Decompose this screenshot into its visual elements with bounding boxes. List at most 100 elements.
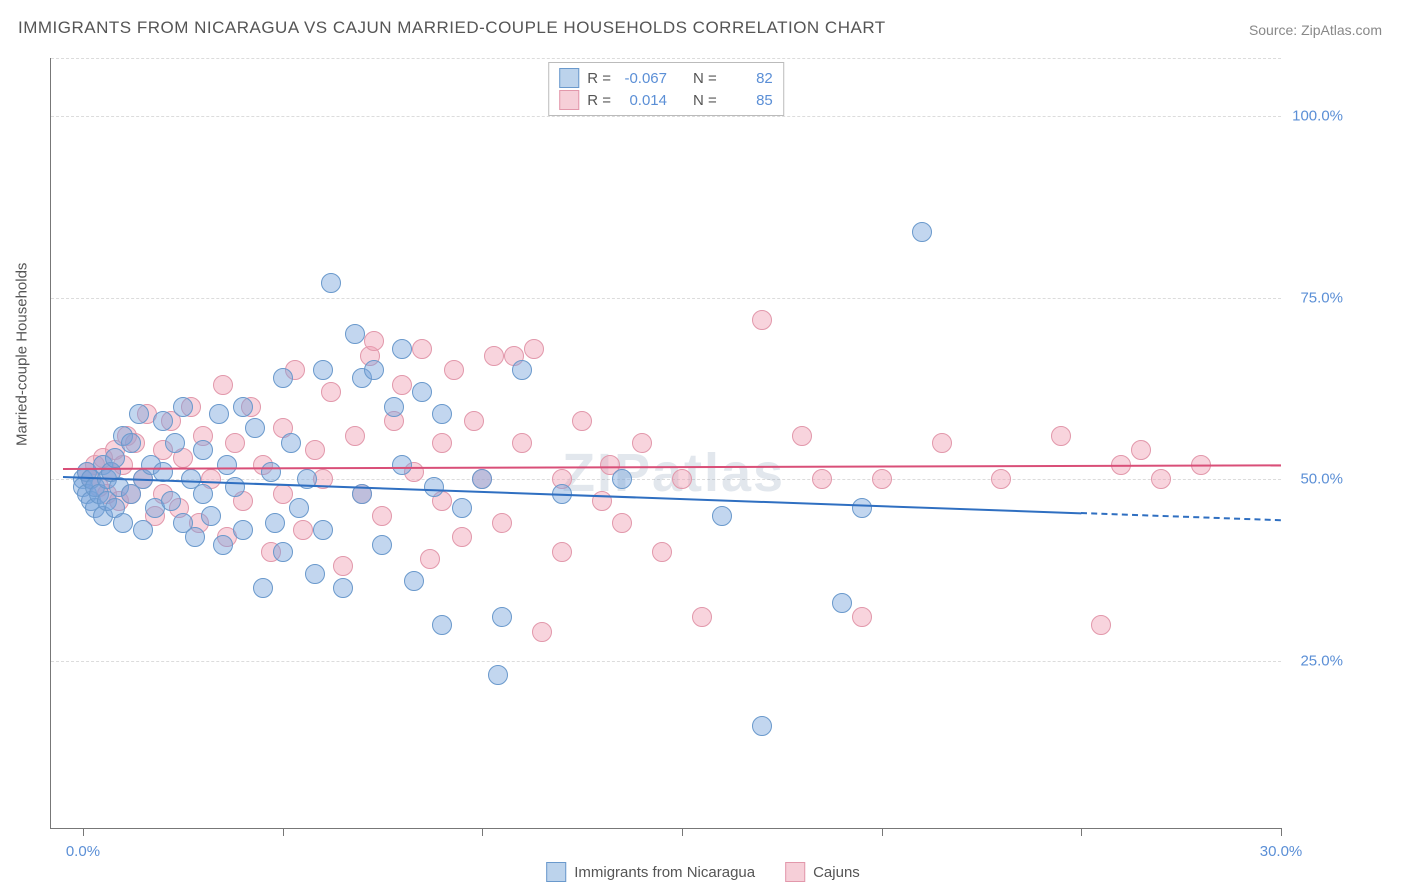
scatter-point-a: [512, 360, 532, 380]
scatter-point-a: [432, 404, 452, 424]
scatter-point-b: [552, 542, 572, 562]
scatter-point-b: [852, 607, 872, 627]
scatter-point-a: [233, 397, 253, 417]
trend-line: [63, 465, 1281, 471]
scatter-point-b: [652, 542, 672, 562]
scatter-point-a: [321, 273, 341, 293]
scatter-point-b: [364, 331, 384, 351]
scatter-point-b: [991, 469, 1011, 489]
legend-swatch-b: [785, 862, 805, 882]
scatter-point-b: [752, 310, 772, 330]
scatter-point-b: [372, 506, 392, 526]
y-axis-label: Married-couple Households: [14, 263, 31, 446]
x-tick: [1281, 828, 1282, 836]
scatter-point-a: [261, 462, 281, 482]
scatter-point-b: [632, 433, 652, 453]
scatter-point-a: [113, 513, 133, 533]
x-tick-label: 30.0%: [1260, 843, 1303, 860]
scatter-point-b: [484, 346, 504, 366]
scatter-point-b: [524, 339, 544, 359]
stats-R-value: -0.067: [619, 70, 667, 87]
scatter-point-b: [305, 440, 325, 460]
plot-area: 25.0%50.0%75.0%100.0%0.0%30.0%ZIPatlasR …: [50, 58, 1281, 829]
x-tick: [1081, 828, 1082, 836]
scatter-point-b: [692, 607, 712, 627]
scatter-point-b: [213, 375, 233, 395]
scatter-point-b: [412, 339, 432, 359]
scatter-point-a: [273, 368, 293, 388]
scatter-point-a: [364, 360, 384, 380]
x-tick: [283, 828, 284, 836]
stats-swatch-b: [559, 90, 579, 110]
scatter-point-a: [313, 360, 333, 380]
stats-N-label: N =: [693, 92, 717, 109]
scatter-point-a: [424, 477, 444, 497]
chart-title: IMMIGRANTS FROM NICARAGUA VS CAJUN MARRI…: [18, 18, 886, 38]
stats-row-b: R = 0.014N = 85: [559, 89, 773, 111]
scatter-point-a: [392, 339, 412, 359]
scatter-point-a: [265, 513, 285, 533]
scatter-point-b: [432, 433, 452, 453]
scatter-point-b: [452, 527, 472, 547]
scatter-point-a: [165, 433, 185, 453]
scatter-point-a: [345, 324, 365, 344]
x-tick: [882, 828, 883, 836]
scatter-point-a: [153, 411, 173, 431]
scatter-point-b: [345, 426, 365, 446]
stats-N-value: 85: [725, 92, 773, 109]
scatter-point-a: [392, 455, 412, 475]
scatter-point-b: [293, 520, 313, 540]
legend-label-a: Immigrants from Nicaragua: [574, 864, 755, 881]
scatter-point-a: [201, 506, 221, 526]
scatter-point-a: [384, 397, 404, 417]
series-legend: Immigrants from Nicaragua Cajuns: [546, 862, 860, 882]
scatter-point-b: [872, 469, 892, 489]
scatter-point-a: [289, 498, 309, 518]
scatter-point-b: [672, 469, 692, 489]
scatter-point-a: [852, 498, 872, 518]
stats-swatch-a: [559, 68, 579, 88]
scatter-point-a: [185, 527, 205, 547]
stats-R-label: R =: [587, 92, 611, 109]
scatter-point-b: [612, 513, 632, 533]
scatter-point-a: [488, 665, 508, 685]
trend-line: [1081, 512, 1281, 521]
scatter-point-a: [412, 382, 432, 402]
scatter-point-a: [133, 520, 153, 540]
grid-line: [51, 661, 1281, 662]
scatter-point-b: [932, 433, 952, 453]
stats-N-value: 82: [725, 70, 773, 87]
scatter-point-b: [492, 513, 512, 533]
scatter-point-a: [209, 404, 229, 424]
scatter-point-b: [273, 484, 293, 504]
scatter-point-a: [217, 455, 237, 475]
scatter-point-a: [213, 535, 233, 555]
scatter-point-b: [1091, 615, 1111, 635]
scatter-point-a: [281, 433, 301, 453]
y-tick-label: 100.0%: [1292, 108, 1343, 125]
grid-line: [51, 58, 1281, 59]
scatter-point-a: [245, 418, 265, 438]
scatter-point-a: [193, 440, 213, 460]
stats-N-label: N =: [693, 70, 717, 87]
scatter-point-a: [313, 520, 333, 540]
scatter-point-a: [404, 571, 424, 591]
scatter-point-a: [233, 520, 253, 540]
legend-item-a: Immigrants from Nicaragua: [546, 862, 755, 882]
legend-item-b: Cajuns: [785, 862, 860, 882]
scatter-point-b: [444, 360, 464, 380]
scatter-point-a: [752, 716, 772, 736]
scatter-point-a: [253, 578, 273, 598]
legend-swatch-a: [546, 862, 566, 882]
x-tick: [83, 828, 84, 836]
chart-container: IMMIGRANTS FROM NICARAGUA VS CAJUN MARRI…: [0, 0, 1406, 892]
stats-row-a: R = -0.067N = 82: [559, 67, 773, 89]
scatter-point-b: [321, 382, 341, 402]
scatter-point-a: [912, 222, 932, 242]
scatter-point-a: [472, 469, 492, 489]
y-tick-label: 25.0%: [1300, 652, 1343, 669]
y-tick-label: 75.0%: [1300, 289, 1343, 306]
scatter-point-a: [492, 607, 512, 627]
source-attribution: Source: ZipAtlas.com: [1249, 22, 1382, 38]
scatter-point-b: [532, 622, 552, 642]
